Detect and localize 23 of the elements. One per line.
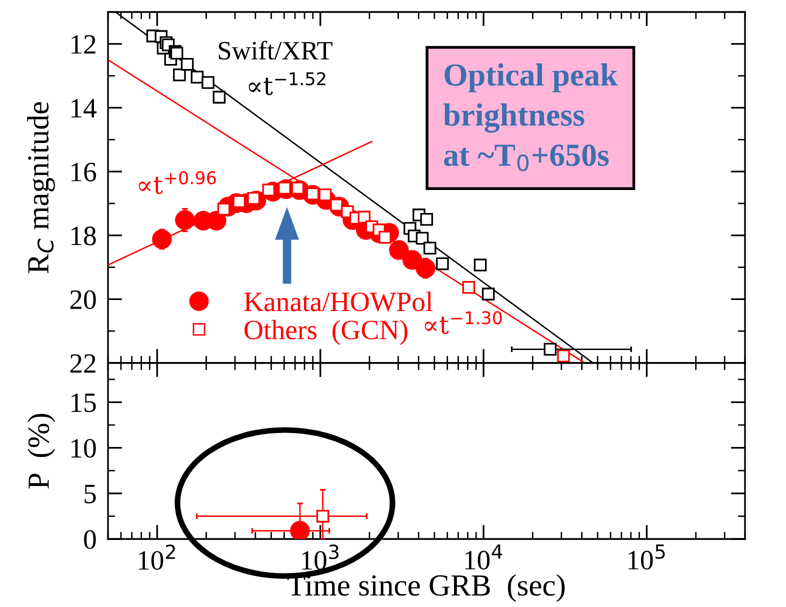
legend-label: Others (GCN) <box>244 320 408 346</box>
annotation: ∝t$^{−1.30}$ <box>424 311 502 334</box>
y-tick-label: 14 <box>72 99 96 118</box>
x-tick-label: 10$^{2}$ <box>138 544 175 570</box>
y-tick-label: 22 <box>70 354 96 373</box>
y-tick-label: 12 <box>72 35 96 54</box>
y-tick-label: 16 <box>72 162 96 182</box>
annotation: Swift/XRT <box>218 40 332 60</box>
y-tick-label: 5 <box>84 484 96 504</box>
annotation: ∝t$^{−1.52}$ <box>248 72 326 96</box>
annotation: Optical peak brightness at ~T$_{0}$+650s <box>443 63 618 172</box>
y-tick-label: 20 <box>70 290 96 310</box>
y-axis-title: P (%) <box>28 414 56 489</box>
x-tick-label: 10$^{4}$ <box>465 544 502 570</box>
legend-label: Kanata/HOWPol <box>244 292 433 312</box>
x-tick-label: 10$^{3}$ <box>302 544 338 570</box>
y-tick-label: 15 <box>72 394 96 412</box>
y-tick-label: 18 <box>72 226 96 246</box>
x-tick-label: 10$^{5}$ <box>628 544 665 570</box>
y-tick-label: 0 <box>84 530 96 549</box>
annotation: ∝t$^{+0.96}$ <box>138 171 216 194</box>
y-axis-title: R$_{C}$ magnitude <box>27 102 55 274</box>
y-tick-label: 10 <box>72 438 96 458</box>
